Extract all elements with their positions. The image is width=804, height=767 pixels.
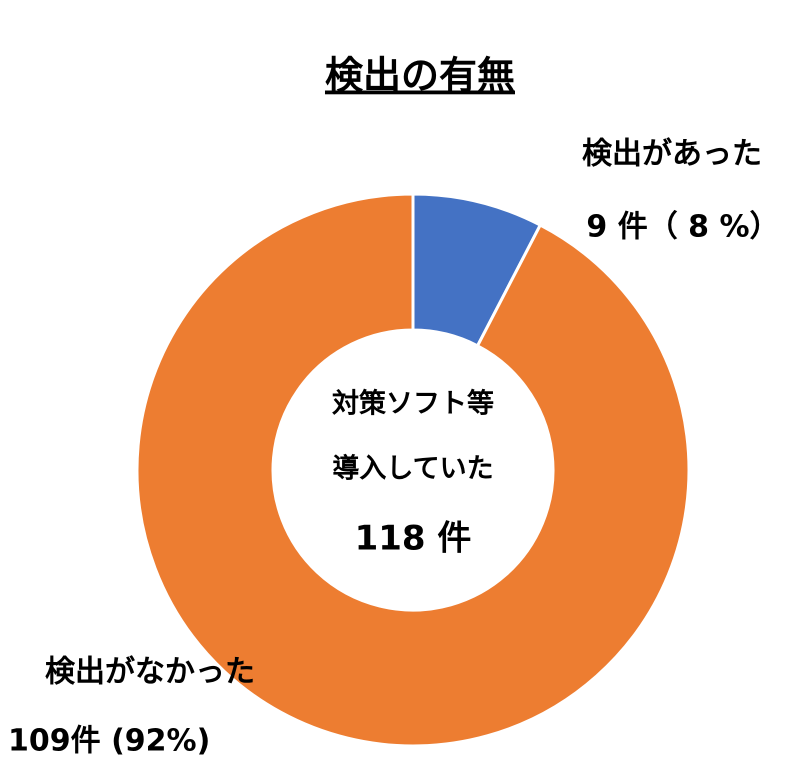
chart-title: 検出の有無 [325,54,515,98]
value-label: 109件 (92%) [8,724,210,759]
category-label: 検出があった [582,137,762,172]
center-text: 導入していた [332,453,493,485]
category-label: 検出がなかった [45,655,255,690]
center-text: 118 件 [355,519,472,559]
value-label: 9 件（ 8 %） [586,210,779,245]
center-text: 対策ソフト等 [332,388,494,420]
donut-segment [135,192,691,748]
